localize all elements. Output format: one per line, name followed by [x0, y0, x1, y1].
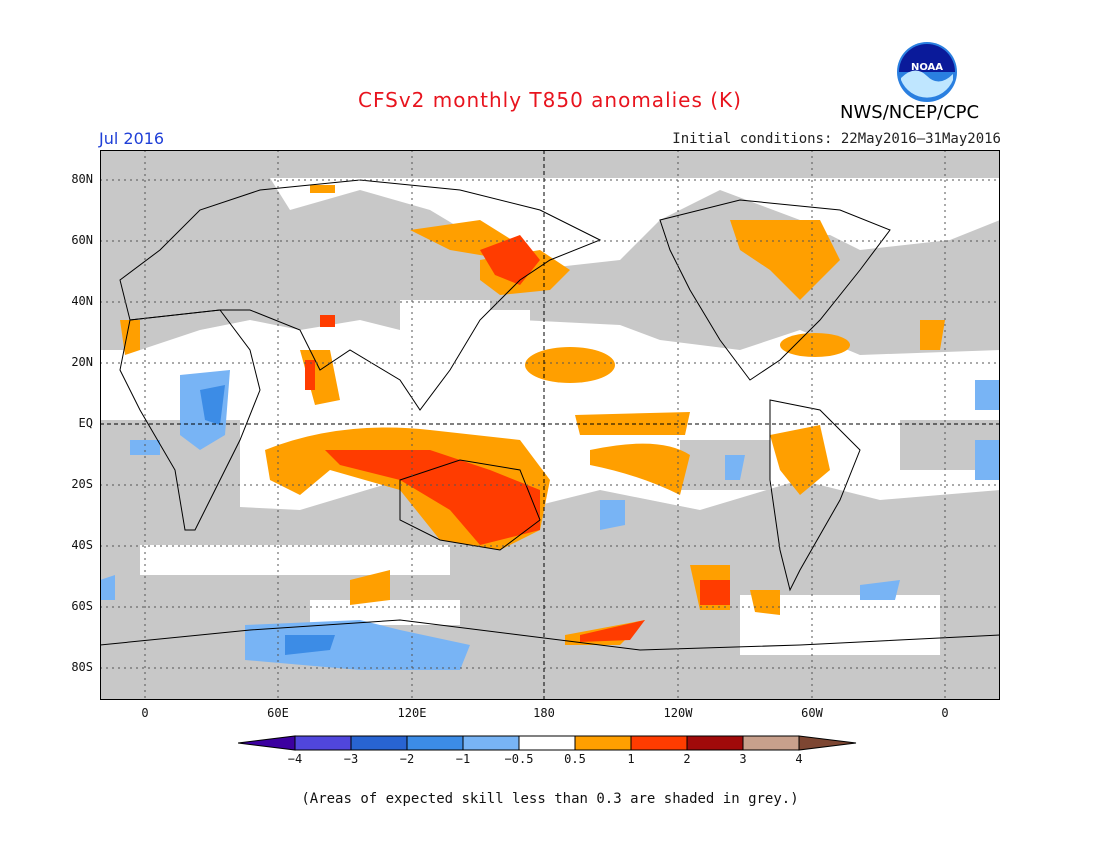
colorbar-tick-label: 0.5 [564, 752, 586, 766]
colorbar-tick-label: −2 [399, 752, 415, 766]
lon-label-0-east: 0 [941, 706, 949, 720]
colorbar-swatch [294, 735, 352, 751]
colorbar-swatch-min [238, 735, 296, 751]
lat-label-20n: 20N [71, 355, 93, 369]
colorbar-swatch-max [798, 735, 857, 751]
noaa-logo-text: NOAA [911, 62, 943, 73]
colorbar-swatch [742, 735, 800, 751]
lon-label-120w: 120W [663, 706, 693, 720]
chart-title: CFSv2 monthly T850 anomalies (K) [358, 88, 742, 112]
lat-label-60s: 60S [71, 599, 93, 613]
lat-label-eq: EQ [78, 416, 93, 430]
colorbar-swatch [406, 735, 464, 751]
colorbar-swatch [462, 735, 520, 751]
colorbar-swatch [574, 735, 632, 751]
colorbar-swatch [350, 735, 408, 751]
colorbar-tick-label: 4 [795, 752, 803, 766]
forecast-period: Jul 2016 [99, 129, 165, 148]
lat-label-60n: 60N [71, 233, 93, 247]
lon-label-180: 180 [533, 706, 555, 720]
colorbar [238, 735, 857, 751]
noaa-logo: NOAA [897, 42, 957, 102]
lon-label-60w: 60W [801, 706, 823, 720]
colorbar-tick-label: 3 [739, 752, 747, 766]
negative-anomaly-strong [200, 385, 335, 655]
colorbar-tick-label: −0.5 [504, 752, 534, 766]
colorbar-swatches [238, 735, 857, 751]
initial-conditions: Initial conditions: 22May2016–31May2016 [672, 131, 1001, 147]
equator-dateline [100, 150, 1000, 700]
colorbar-tick-label: −1 [455, 752, 471, 766]
coastlines [100, 179, 1000, 651]
colorbar-tick-label: 2 [683, 752, 691, 766]
lat-label-40n: 40N [71, 294, 93, 308]
lat-label-80n: 80N [71, 172, 93, 186]
lon-label-120e: 120E [397, 706, 427, 720]
colorbar-tick-label: 1 [627, 752, 635, 766]
lon-label-60e: 60E [267, 706, 289, 720]
colorbar-swatch [630, 735, 688, 751]
lat-label-80s: 80S [71, 660, 93, 674]
lat-label-40s: 40S [71, 538, 93, 552]
agency-label: NWS/NCEP/CPC [840, 102, 980, 123]
colorbar-tick-label: −3 [343, 752, 359, 766]
positive-anomaly-strong [305, 235, 730, 642]
skill-footnote: (Areas of expected skill less than 0.3 a… [301, 791, 799, 807]
lat-label-20s: 20S [71, 477, 93, 491]
lon-label-0: 0 [141, 706, 149, 720]
colorbar-swatch [686, 735, 744, 751]
colorbar-swatch [518, 735, 576, 751]
lat-lon-grid [100, 150, 1000, 700]
anomaly-map [100, 150, 1000, 700]
colorbar-tick-label: −4 [287, 752, 303, 766]
